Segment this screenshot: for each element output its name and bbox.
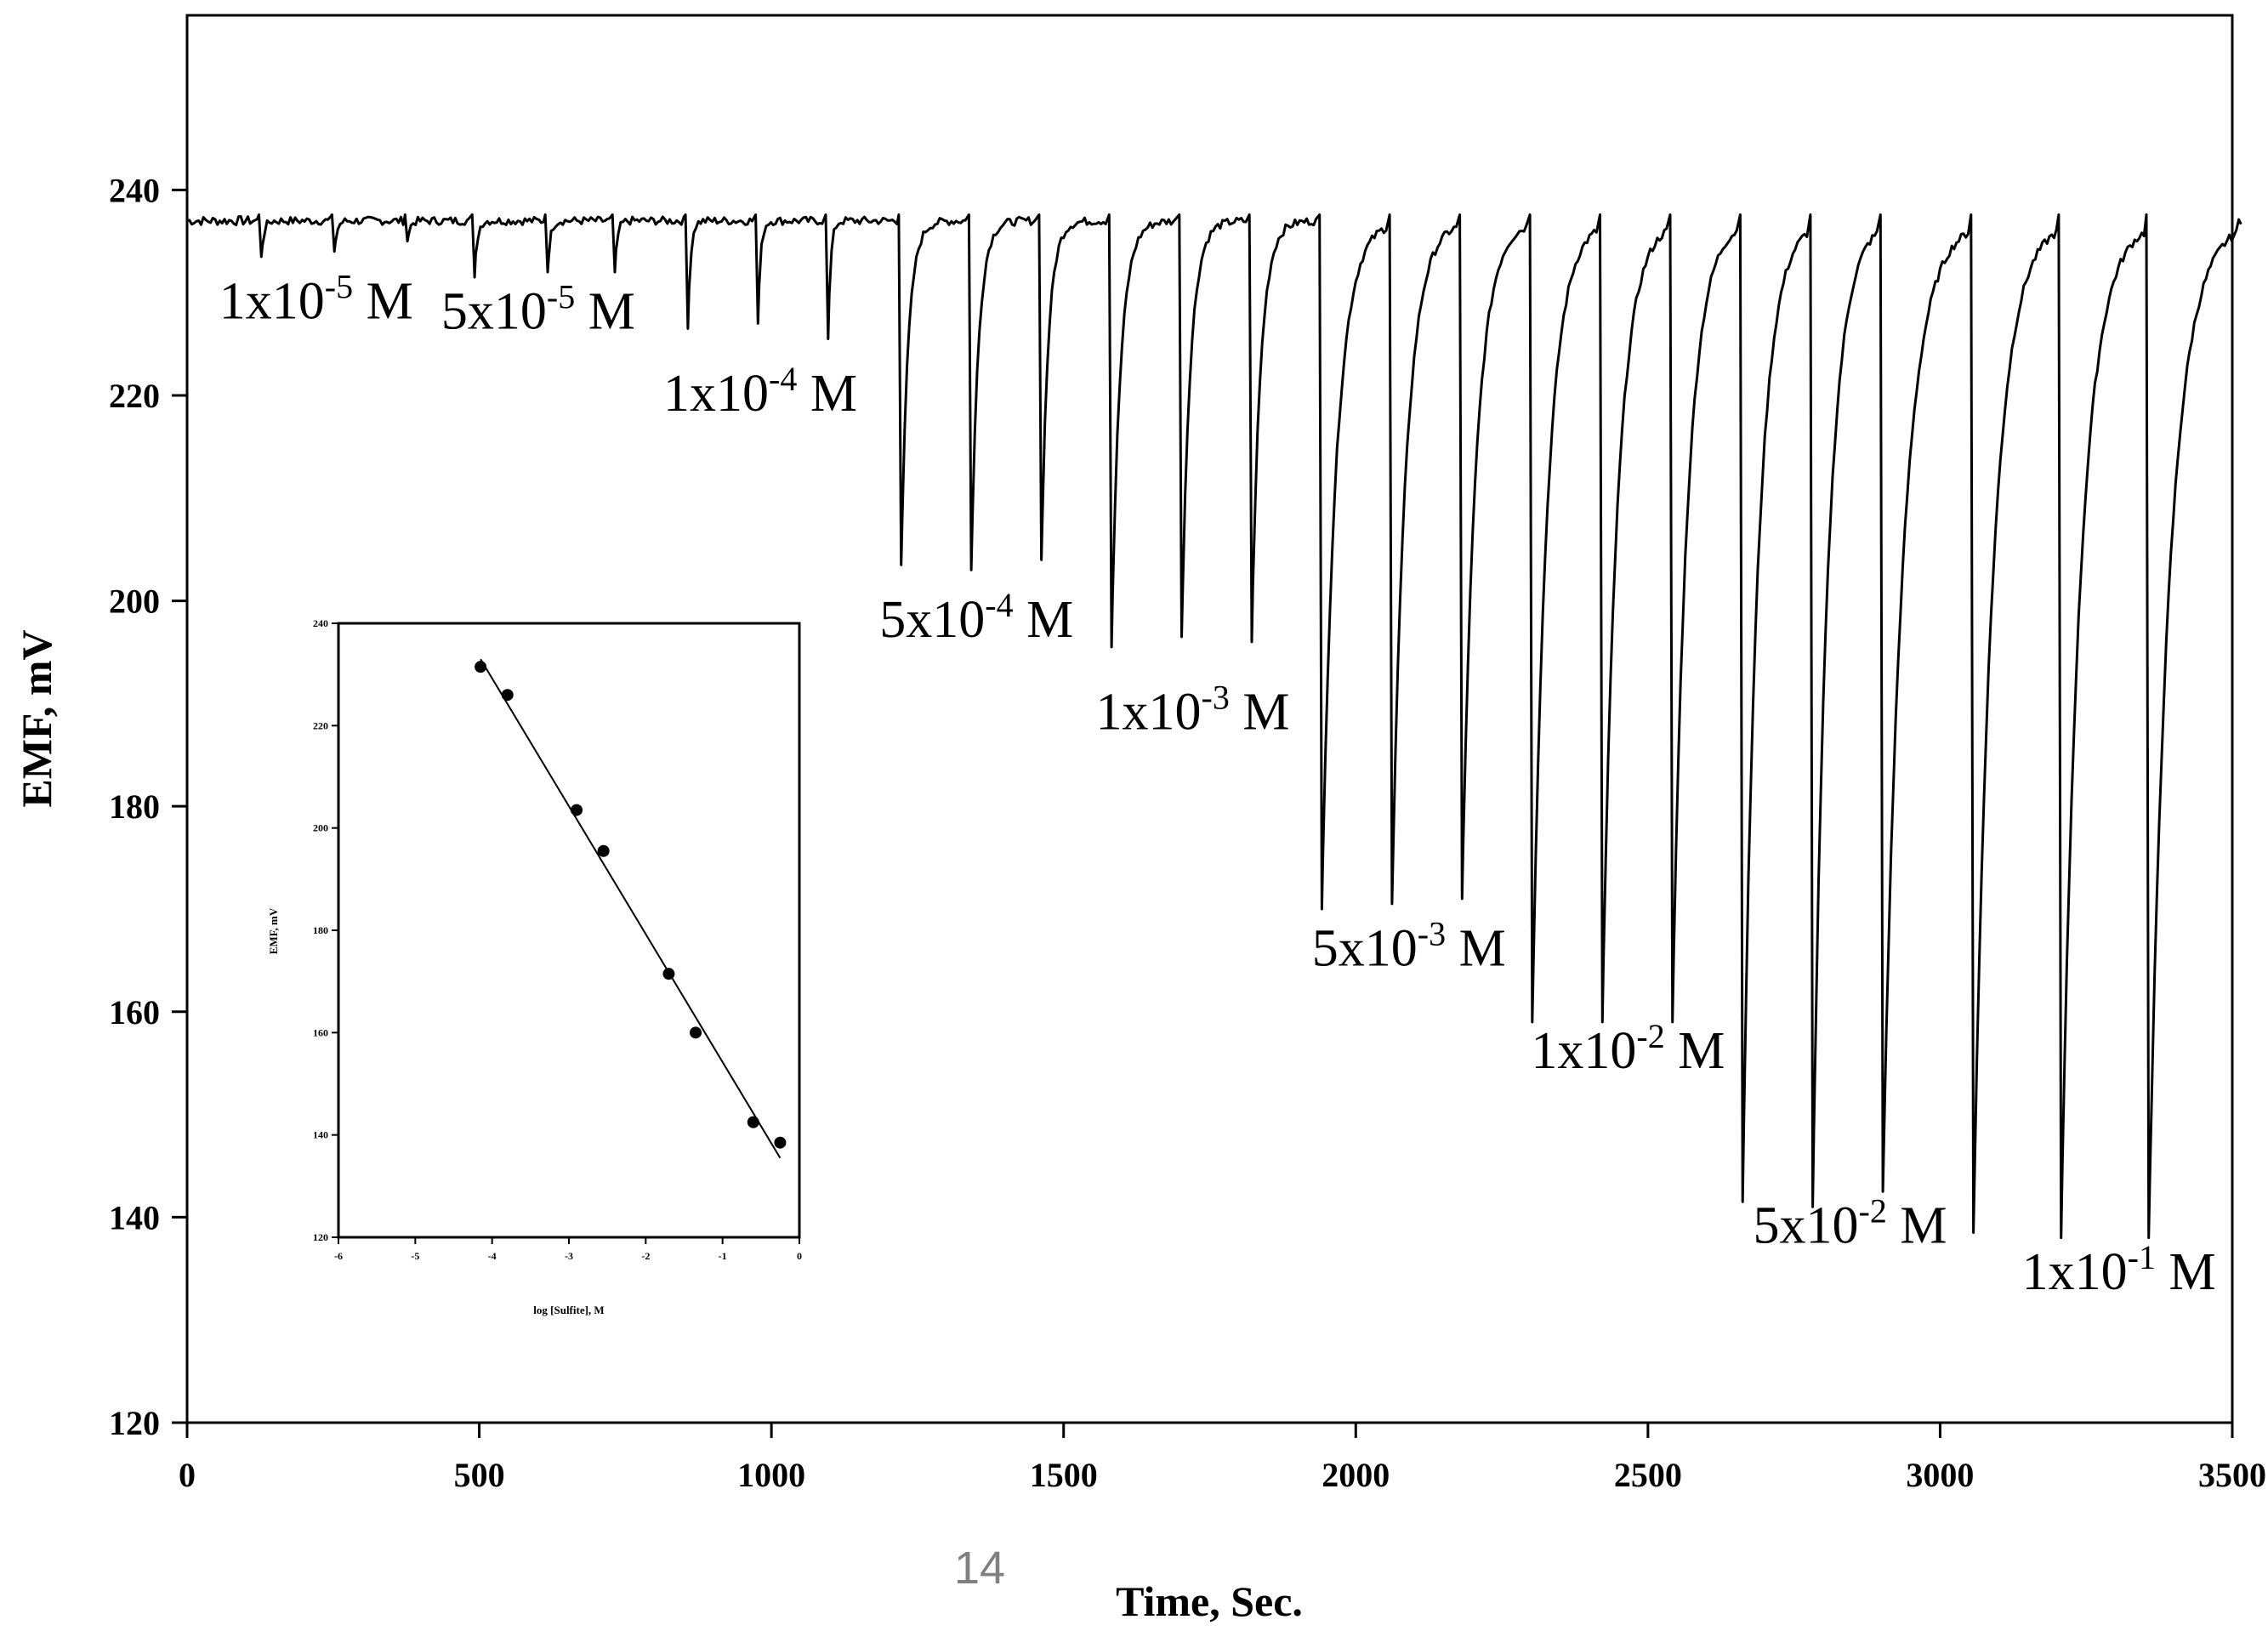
inset-y-tick-label: 180 bbox=[313, 924, 328, 936]
inset-y-tick-label: 140 bbox=[313, 1129, 328, 1141]
y-tick-label: 200 bbox=[109, 582, 160, 621]
concentration-label: 1x10-2 M bbox=[1531, 1017, 1725, 1080]
inset-points bbox=[475, 661, 787, 1149]
inset-y-tick-label: 240 bbox=[313, 617, 328, 629]
inset-y-tick-label: 220 bbox=[313, 719, 328, 731]
y-tick-label: 180 bbox=[109, 787, 160, 826]
concentration-label: 1x10-1 M bbox=[2022, 1238, 2216, 1301]
inset-x-tick-label: -4 bbox=[488, 1250, 497, 1262]
inset-x-tick-label: -5 bbox=[411, 1250, 419, 1262]
concentration-label: 5x10-4 M bbox=[879, 586, 1073, 649]
concentration-label: 5x10-2 M bbox=[1754, 1192, 1947, 1255]
inset-data-point bbox=[662, 968, 675, 980]
page-number: 14 bbox=[954, 1543, 1005, 1594]
concentration-annotations: 1x10-5 M 5x10-5 M 1x10-4 M 5x10-4 M 1x10-3 M… bbox=[219, 267, 2216, 1301]
inset-y-axis-title: EMF, mV bbox=[267, 907, 280, 954]
inset-data-point bbox=[690, 1026, 702, 1039]
concentration-label: 1x10-5 M bbox=[219, 267, 413, 330]
inset-y-tick-label: 200 bbox=[313, 822, 328, 834]
inset-data-point bbox=[774, 1136, 787, 1149]
x-tick-label: 2500 bbox=[1614, 1456, 1682, 1494]
inset-x-axis-title: log [Sulfite], M bbox=[533, 1304, 604, 1316]
inset-data-point bbox=[597, 844, 610, 857]
y-tick-label: 240 bbox=[109, 171, 160, 209]
x-axis-title: Time, Sec. bbox=[1116, 1577, 1303, 1625]
inset-y-tick-label: 120 bbox=[313, 1231, 328, 1243]
x-tick-label: 0 bbox=[179, 1456, 196, 1494]
inset-x-tick-label: -1 bbox=[719, 1250, 727, 1262]
inset-data-point bbox=[571, 804, 583, 816]
x-tick-label: 3500 bbox=[2198, 1456, 2266, 1494]
y-tick-label: 160 bbox=[109, 993, 160, 1031]
inset-calibration-plot: -6 -5 -4 -3 -2 -1 0 120 140 160 180 200 220 240 log [… bbox=[267, 617, 802, 1316]
emf-time-trace bbox=[186, 213, 2242, 1240]
inset-fit-line bbox=[480, 658, 782, 1159]
y-tick-label: 120 bbox=[109, 1404, 160, 1442]
inset-x-tick-label: -6 bbox=[334, 1250, 343, 1262]
concentration-label: 5x10-5 M bbox=[441, 277, 635, 340]
inset-data-point bbox=[475, 661, 487, 673]
inset-plot-frame bbox=[337, 622, 801, 1239]
x-tick-label: 1500 bbox=[1030, 1456, 1098, 1494]
concentration-label: 5x10-3 M bbox=[1312, 914, 1506, 977]
inset-y-tick-label: 160 bbox=[313, 1026, 328, 1038]
y-tick-label: 220 bbox=[109, 377, 160, 415]
inset-x-tick-label: -2 bbox=[641, 1250, 650, 1262]
inset-x-tick-label: -3 bbox=[565, 1250, 573, 1262]
concentration-label: 1x10-3 M bbox=[1096, 679, 1290, 742]
x-tick-label: 500 bbox=[454, 1456, 505, 1494]
inset-x-tick-label: 0 bbox=[797, 1250, 802, 1262]
y-tick-label: 140 bbox=[109, 1198, 160, 1236]
concentration-label: 1x10-4 M bbox=[663, 360, 857, 423]
inset-data-point bbox=[501, 689, 514, 702]
main-plot-frame bbox=[185, 14, 2234, 1424]
inset-data-point bbox=[747, 1116, 759, 1128]
x-tick-label: 3000 bbox=[1906, 1456, 1974, 1494]
x-tick-label: 1000 bbox=[737, 1456, 805, 1494]
inset-axes: -6 -5 -4 -3 -2 -1 0 120 140 160 180 200 220 240 bbox=[313, 617, 802, 1262]
main-axes: 0 500 1000 1500 2000 2500 3000 3500120140160180… bbox=[109, 171, 2266, 1494]
y-axis-title: EMF, mV bbox=[13, 629, 60, 807]
x-tick-label: 2000 bbox=[1322, 1456, 1390, 1494]
